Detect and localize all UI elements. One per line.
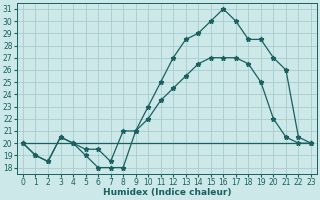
X-axis label: Humidex (Indice chaleur): Humidex (Indice chaleur) (103, 188, 231, 197)
